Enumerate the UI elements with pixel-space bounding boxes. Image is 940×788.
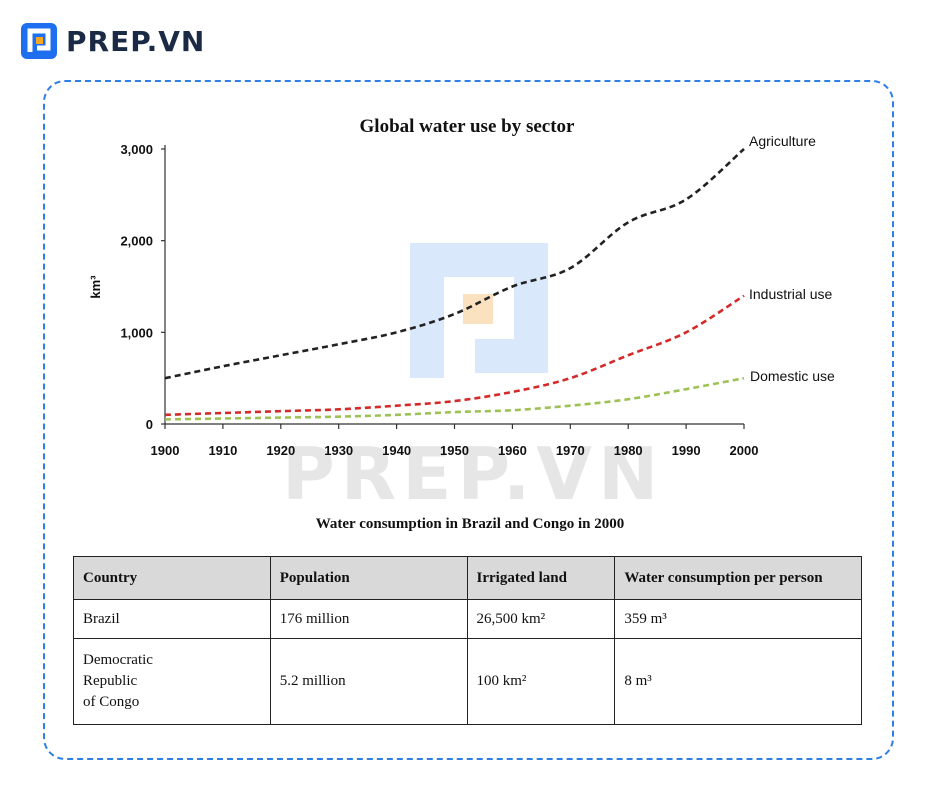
water-consumption-table: Country Population Irrigated land Water … [73,556,862,725]
header-irrigated-land: Irrigated land [466,556,616,600]
x-tick-label: 1920 [266,443,295,458]
chart-series [164,148,745,421]
x-tick-label: 2000 [730,443,759,458]
cell-irrigated-land: 100 km² [466,638,616,725]
line-chart: Global water use by sector 0 1,000 2,000 3,… [88,116,835,458]
x-tick-label: 1990 [672,443,701,458]
cell-water-per-person: 359 m³ [614,599,862,639]
header-country: Country [73,556,271,600]
y-tick-label: 0 [146,417,153,432]
table-title: Water consumption in Brazil and Congo in… [315,516,625,532]
series-line-agriculture [164,148,745,380]
x-tick-label: 1950 [440,443,469,458]
series-line-domestic-use [164,376,745,421]
table-row: Brazil 176 million 26,500 km² 359 m³ [73,599,862,639]
cell-irrigated-land: 26,500 km² [466,599,616,639]
cell-country: Brazil [73,599,271,639]
header-population: Population [269,556,468,600]
content-card [43,80,894,760]
series-line-industrial-use [164,294,745,417]
watermark-text: PREP.VN [282,432,665,516]
series-label-domestic-use: Domestic use [750,368,835,384]
x-tick-label: 1980 [614,443,643,458]
brand-header: PREP.VN [20,22,205,60]
y-axis-label: km³ [88,275,103,299]
brand-name: PREP.VN [66,24,206,58]
x-tick-label: 1910 [208,443,237,458]
x-tick-label: 1970 [556,443,585,458]
cell-population: 5.2 million [269,638,468,725]
cell-water-per-person: 8 m³ [614,638,862,725]
cell-country: Democratic Republic of Congo [73,638,271,725]
chart-axes: 0 1,000 2,000 3,000 1900 1910 1920 1930 1940 1950… [88,142,758,458]
x-tick-label: 1930 [324,443,353,458]
cell-population: 176 million [269,599,468,639]
chart-title: Global water use by sector [360,116,576,137]
prep-logo-icon [21,23,57,59]
series-label-agriculture: Agriculture [749,133,816,149]
x-tick-label: 1960 [498,443,527,458]
x-tick-label: 1940 [382,443,411,458]
chart-series-labels: Agriculture Industrial use Domestic use [749,133,835,384]
header-water-per-person: Water consumption per person [614,556,862,600]
y-tick-label: 3,000 [120,142,153,157]
x-tick-label: 1900 [151,443,180,458]
y-tick-label: 1,000 [120,325,153,340]
table-header-row: Country Population Irrigated land Water … [73,556,862,600]
table-row: Democratic Republic of Congo 5.2 million… [73,638,862,725]
y-tick-label: 2,000 [120,234,153,249]
series-label-industrial-use: Industrial use [749,286,832,302]
